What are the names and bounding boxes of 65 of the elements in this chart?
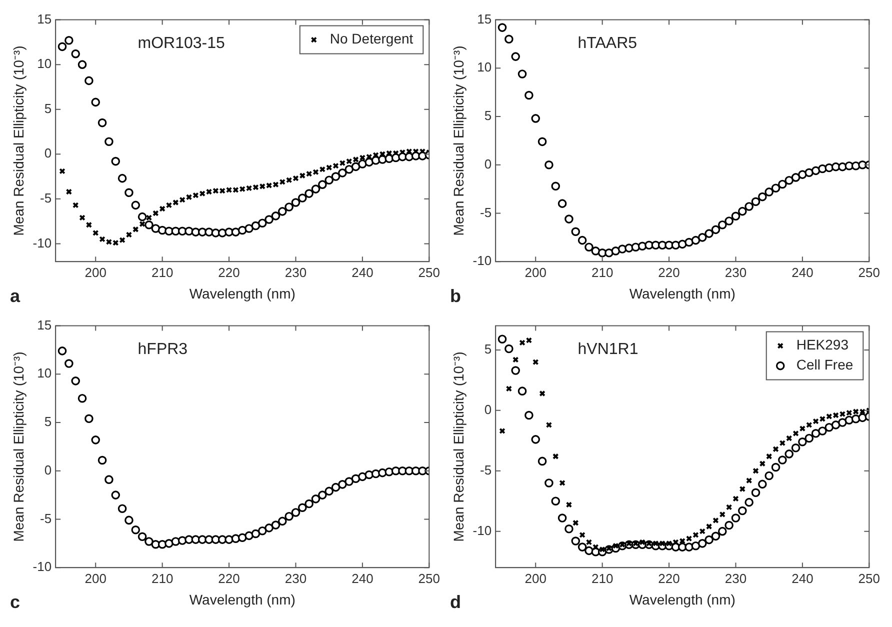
x-tick-label: 240 xyxy=(352,264,374,280)
y-tick-label: -10 xyxy=(472,253,492,268)
y-axis-title: Mean Residual Ellipticity (10⁻³) xyxy=(450,46,466,236)
text: hTAAR5 xyxy=(578,35,638,52)
x-axis-title: Wavelength (nm) xyxy=(189,285,296,302)
x-tick-label: 220 xyxy=(218,570,240,586)
legend-label: HEK293 xyxy=(796,336,849,353)
x-tick-label: 230 xyxy=(724,264,747,280)
x-tick-label: 230 xyxy=(724,570,747,586)
y-axis-title: Mean Residual Ellipticity (10⁻³) xyxy=(10,46,26,236)
x-tick-label: 240 xyxy=(792,570,814,586)
y-tick-label: -5 xyxy=(40,510,52,526)
x-axis-title: Wavelength (nm) xyxy=(189,591,296,608)
y-tick-label: 15 xyxy=(37,11,52,26)
x-tick-label: 210 xyxy=(151,570,174,586)
y-tick-label: 10 xyxy=(37,56,52,72)
x-tick-label: 210 xyxy=(591,570,614,586)
text: hVN1R1 xyxy=(578,341,638,358)
x-tick-label: 220 xyxy=(658,570,680,586)
y-tick-label: 5 xyxy=(44,100,52,116)
x-tick-label: 240 xyxy=(352,570,374,586)
x-tick-label: 200 xyxy=(524,264,546,280)
x-tick-label: 240 xyxy=(792,264,814,280)
x-tick-label: 220 xyxy=(218,264,240,280)
text: d xyxy=(450,592,461,612)
x-tick-label: 210 xyxy=(591,264,614,280)
text: c xyxy=(10,592,20,612)
y-axis-title: Mean Residual Ellipticity (10⁻³) xyxy=(450,352,466,542)
x-axis-title: Wavelength (nm) xyxy=(629,285,736,302)
y-tick-label: 0 xyxy=(484,156,492,172)
x-tick-label: 230 xyxy=(284,570,307,586)
x-tick-label: 250 xyxy=(418,264,440,280)
x-tick-label: 250 xyxy=(858,264,880,280)
y-tick-label: 10 xyxy=(37,366,52,381)
x-tick-label: 250 xyxy=(418,570,440,586)
y-tick-label: 0 xyxy=(44,146,52,161)
y-tick-label: 5 xyxy=(484,108,492,124)
y-tick-label: -5 xyxy=(40,190,52,206)
y-tick-label: 15 xyxy=(477,11,492,26)
y-tick-label: 0 xyxy=(484,402,492,418)
y-tick-label: 5 xyxy=(44,414,52,430)
x-tick-label: 200 xyxy=(524,570,546,586)
x-tick-label: 250 xyxy=(858,570,880,586)
text: hFPR3 xyxy=(138,341,188,358)
x-tick-label: 210 xyxy=(151,264,174,280)
legend-label: No Detergent xyxy=(330,30,414,47)
y-tick-label: -10 xyxy=(32,559,52,574)
x-tick-label: 220 xyxy=(658,264,680,280)
y-tick-label: -5 xyxy=(480,204,492,220)
y-axis-title: Mean Residual Ellipticity (10⁻³) xyxy=(10,352,26,542)
y-tick-label: -5 xyxy=(480,462,492,478)
x-axis-title: Wavelength (nm) xyxy=(629,591,736,608)
y-tick-label: 10 xyxy=(477,60,492,75)
y-tick-label: 5 xyxy=(484,342,492,357)
text: a xyxy=(10,286,21,306)
y-tick-label: 15 xyxy=(37,317,52,332)
legend-label: Cell Free xyxy=(796,356,854,373)
y-tick-label: -10 xyxy=(32,235,52,250)
text: b xyxy=(450,286,461,306)
x-tick-label: 200 xyxy=(84,264,106,280)
x-tick-label: 200 xyxy=(84,570,106,586)
x-tick-label: 230 xyxy=(284,264,307,280)
text: mOR103-15 xyxy=(138,35,226,52)
y-tick-label: 0 xyxy=(44,462,52,478)
y-tick-label: -10 xyxy=(472,522,492,538)
